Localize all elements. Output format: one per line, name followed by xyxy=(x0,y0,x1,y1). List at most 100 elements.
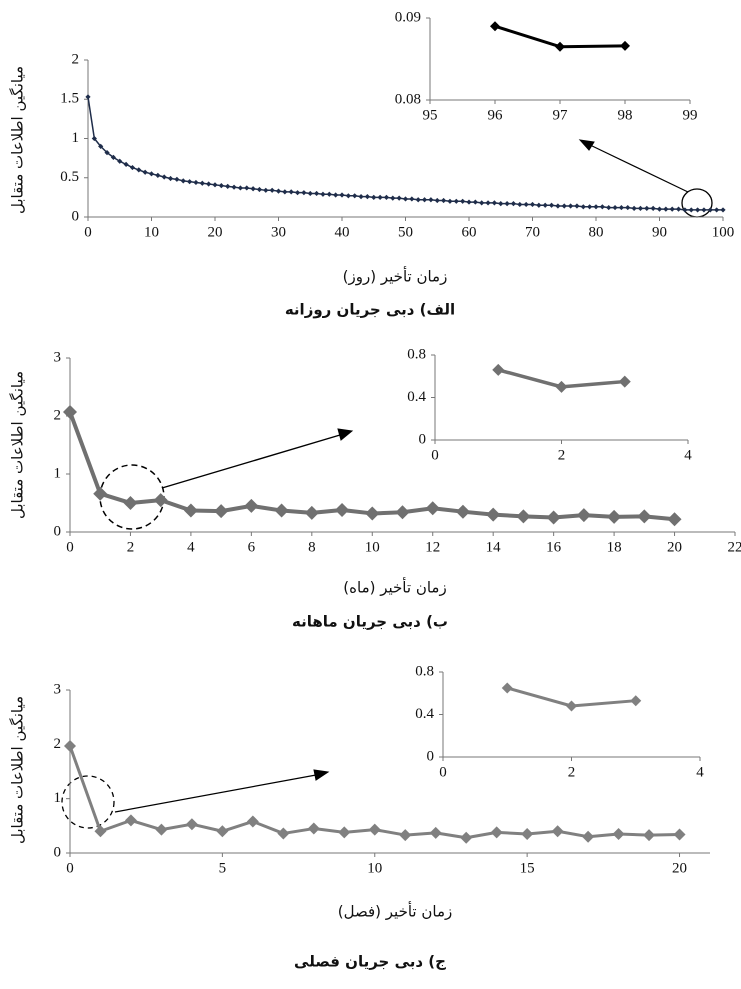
marker xyxy=(326,191,332,197)
marker xyxy=(244,185,250,191)
y-tick-label: 0.4 xyxy=(415,706,434,722)
y-tick-label: 3 xyxy=(54,349,62,365)
y-tick-label: 3 xyxy=(54,681,62,697)
marker xyxy=(269,187,275,193)
marker xyxy=(637,509,652,524)
marker xyxy=(123,496,138,510)
x-tick-label: 20 xyxy=(672,860,687,876)
marker xyxy=(93,486,108,501)
x-tick-label: 4 xyxy=(684,447,692,463)
marker xyxy=(282,189,288,195)
y-tick-label: 0 xyxy=(54,844,62,860)
marker xyxy=(320,191,326,197)
y-tick-label: 0 xyxy=(419,431,427,447)
x-tick-label: 0 xyxy=(66,539,74,555)
marker xyxy=(383,194,390,200)
x-tick-label: 6 xyxy=(248,539,256,555)
marker xyxy=(555,380,568,393)
marker xyxy=(155,172,161,178)
y-tick-label: 2 xyxy=(54,407,62,423)
marker xyxy=(612,827,625,840)
marker xyxy=(707,207,713,213)
y-tick-label: 0.8 xyxy=(415,663,434,679)
y-tick-label: 0 xyxy=(427,748,435,764)
x-tick-label: 20 xyxy=(208,224,223,240)
marker xyxy=(576,508,591,523)
marker xyxy=(304,505,319,520)
marker xyxy=(117,158,123,164)
x-tick-label: 10 xyxy=(144,224,159,240)
marker xyxy=(275,188,282,194)
marker xyxy=(620,40,630,51)
x-tick-label: 16 xyxy=(546,539,562,555)
marker xyxy=(429,826,442,839)
marker xyxy=(274,503,289,518)
marker xyxy=(669,206,675,212)
x-tick-label: 0 xyxy=(84,224,92,240)
marker xyxy=(338,826,351,839)
y-tick-label: 0 xyxy=(72,208,80,224)
marker xyxy=(529,201,536,208)
y-tick-label: 0.08 xyxy=(395,91,421,107)
y-tick-label: 2 xyxy=(72,51,80,67)
y-tick-label: 2 xyxy=(54,736,62,752)
marker xyxy=(486,507,501,522)
x-tick-label: 70 xyxy=(525,224,540,240)
marker xyxy=(701,207,707,213)
x-tick-label: 12 xyxy=(425,539,440,555)
marker xyxy=(516,509,531,524)
x-tick-label: 60 xyxy=(462,224,477,240)
marker xyxy=(650,205,656,211)
marker xyxy=(566,700,577,712)
marker xyxy=(568,203,574,209)
marker xyxy=(720,207,726,213)
marker xyxy=(136,167,142,173)
marker xyxy=(94,825,107,838)
marker xyxy=(314,190,320,197)
highlight-ellipse xyxy=(61,775,115,829)
marker xyxy=(561,203,567,209)
marker xyxy=(618,204,624,211)
marker xyxy=(630,695,642,707)
marker xyxy=(667,512,682,527)
marker xyxy=(582,830,595,843)
marker xyxy=(216,825,229,838)
marker xyxy=(421,197,428,203)
marker xyxy=(294,190,301,196)
marker xyxy=(631,205,637,211)
marker xyxy=(490,826,503,839)
y-axis-label: میانگین اطلاعات متقابل xyxy=(9,371,27,519)
marker xyxy=(441,197,447,204)
y-tick-label: 1 xyxy=(54,465,62,481)
marker xyxy=(250,186,256,192)
marker xyxy=(246,815,259,828)
marker xyxy=(183,503,198,518)
marker xyxy=(673,828,686,841)
marker xyxy=(365,506,380,521)
marker xyxy=(460,198,466,204)
marker xyxy=(104,150,110,156)
marker xyxy=(218,183,224,189)
marker xyxy=(153,493,168,508)
marker xyxy=(606,204,612,211)
marker xyxy=(63,404,77,419)
x-tick-label: 100 xyxy=(712,224,735,240)
marker xyxy=(447,198,453,204)
x-tick-label: 20 xyxy=(667,539,682,555)
x-tick-label: 96 xyxy=(488,107,504,123)
marker xyxy=(358,193,364,200)
y-axis-label: میانگین اطلاعات متقابل xyxy=(9,696,27,844)
arrow-head xyxy=(313,769,330,781)
marker xyxy=(390,195,396,201)
marker xyxy=(402,196,409,202)
marker xyxy=(98,143,104,149)
marker xyxy=(656,206,663,212)
x-tick-label: 8 xyxy=(308,539,316,555)
marker xyxy=(455,504,470,519)
marker xyxy=(555,203,561,209)
x-tick-label: 90 xyxy=(652,224,667,240)
marker xyxy=(682,207,688,213)
x-tick-label: 4 xyxy=(696,764,704,780)
marker xyxy=(466,199,472,205)
